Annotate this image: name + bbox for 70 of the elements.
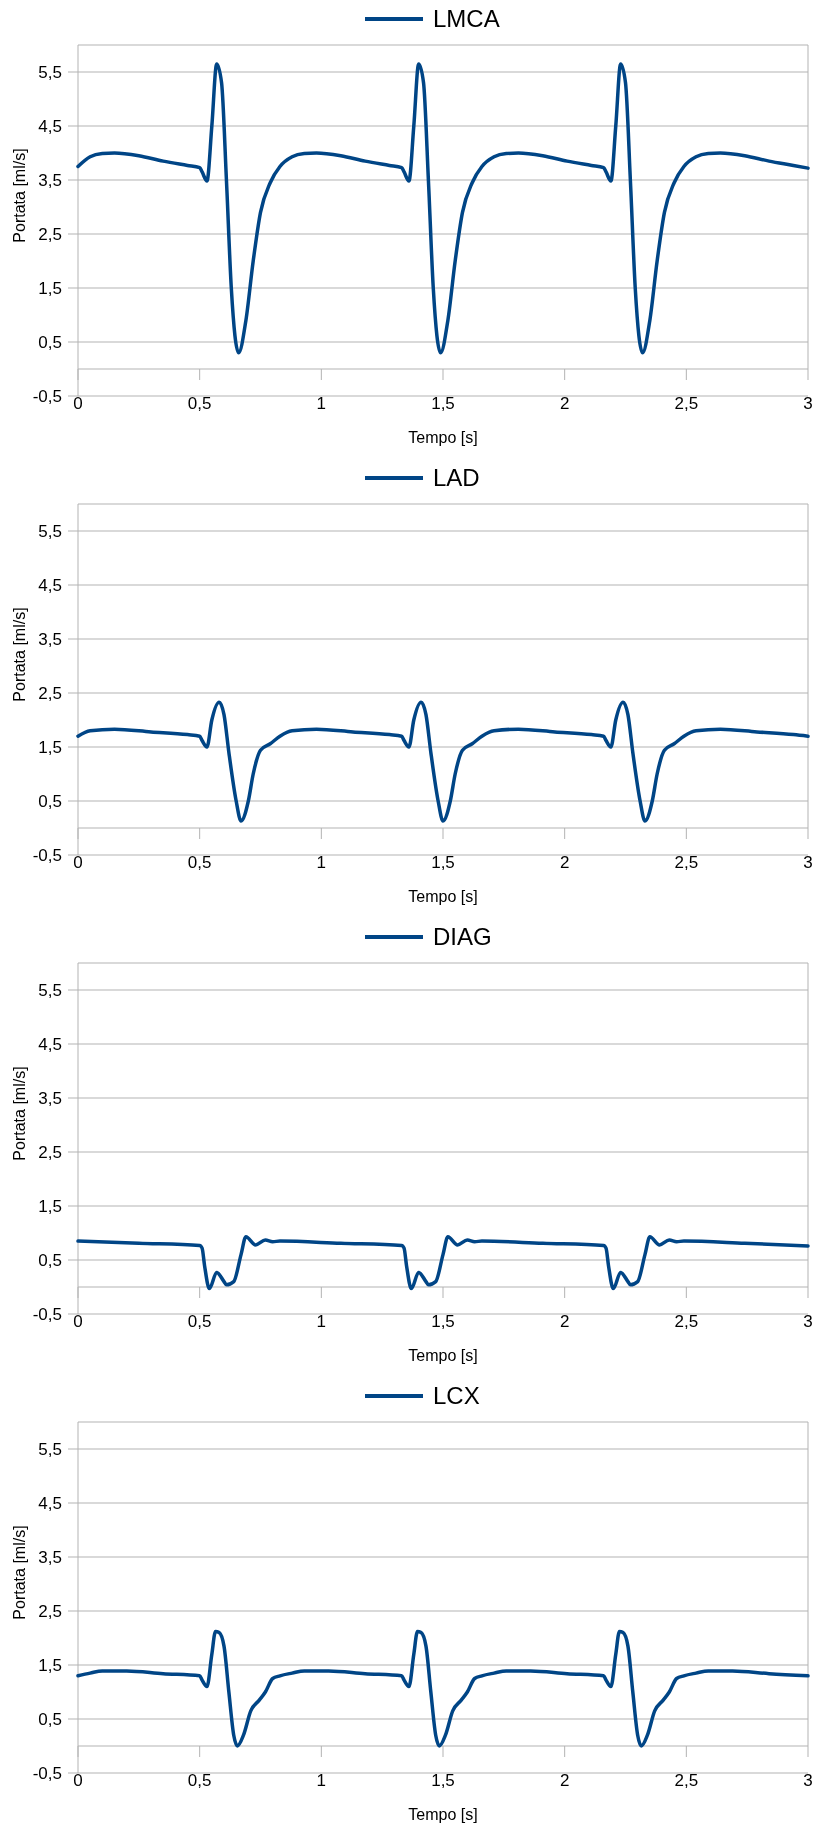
legend-label: DIAG [433, 923, 492, 950]
y-tick-label: 3,5 [38, 630, 62, 649]
y-tick-label: 3,5 [38, 171, 62, 190]
y-tick-label: 3,5 [38, 1548, 62, 1567]
x-tick-label: 1 [316, 853, 327, 872]
x-tick-label: 0,5 [187, 1312, 212, 1331]
legend-label: LAD [433, 464, 480, 491]
line-series [76, 62, 810, 355]
y-tick-label: -0,5 [32, 846, 62, 865]
x-tick-label: 2 [559, 1771, 570, 1790]
y-tick-label: -0,5 [32, 1305, 62, 1324]
y-tick-label: 2,5 [38, 225, 62, 244]
x-tick-label: 2,5 [674, 1312, 699, 1331]
x-tick-label: 0 [73, 1312, 83, 1331]
x-tick-label: 3 [803, 1771, 813, 1790]
x-tick-label: 0,5 [187, 853, 212, 872]
y-axis-title: Portata [ml/s] [11, 1525, 28, 1620]
y-tick-label: 5,5 [38, 1440, 62, 1459]
line-series [76, 700, 810, 823]
y-axis-title: Portata [ml/s] [11, 607, 28, 702]
x-axis-title: Tempo [s] [408, 429, 478, 446]
y-tick-label: -0,5 [32, 387, 62, 406]
x-tick-label: 3 [803, 853, 813, 872]
y-tick-label: 0,5 [38, 1251, 62, 1270]
x-tick-label: 1 [316, 1312, 327, 1331]
y-tick-label: 2,5 [38, 1602, 62, 1621]
x-tick-label: 0 [73, 853, 83, 872]
x-tick-label: 0,5 [187, 394, 212, 413]
x-axis-title: Tempo [s] [408, 1347, 478, 1364]
x-axis-title: Tempo [s] [408, 1806, 478, 1823]
y-tick-label: 1,5 [38, 279, 62, 298]
y-tick-label: 1,5 [38, 1656, 62, 1675]
x-tick-label: 1,5 [431, 1771, 455, 1790]
y-tick-label: 5,5 [38, 981, 62, 1000]
y-tick-label: 5,5 [38, 522, 62, 541]
x-tick-label: 2 [559, 853, 570, 872]
x-tick-label: 0 [73, 1771, 83, 1790]
x-axis-title: Tempo [s] [408, 888, 478, 905]
x-tick-label: 1 [316, 1771, 327, 1790]
x-tick-label: 2 [559, 394, 570, 413]
y-tick-label: 0,5 [38, 792, 62, 811]
x-tick-label: 2,5 [674, 1771, 699, 1790]
y-tick-label: 3,5 [38, 1089, 62, 1108]
x-tick-label: 0 [73, 394, 83, 413]
y-tick-label: -0,5 [32, 1764, 62, 1783]
x-tick-label: 2 [559, 1312, 570, 1331]
y-tick-label: 1,5 [38, 1197, 62, 1216]
x-tick-label: 1,5 [431, 1312, 455, 1331]
x-tick-label: 1,5 [431, 853, 455, 872]
y-tick-label: 4,5 [38, 1035, 62, 1054]
legend-label: LCX [433, 1382, 480, 1409]
x-tick-label: 1 [316, 394, 327, 413]
y-axis-title: Portata [ml/s] [11, 1066, 28, 1161]
y-axis-title: Portata [ml/s] [11, 148, 28, 243]
y-tick-label: 2,5 [38, 1143, 62, 1162]
x-tick-label: 2,5 [674, 394, 699, 413]
y-tick-label: 1,5 [38, 738, 62, 757]
y-tick-label: 2,5 [38, 684, 62, 703]
x-tick-label: 2,5 [674, 853, 699, 872]
y-tick-label: 4,5 [38, 1494, 62, 1513]
x-tick-label: 0,5 [187, 1771, 212, 1790]
y-tick-label: 0,5 [38, 1710, 62, 1729]
y-tick-label: 0,5 [38, 333, 62, 352]
y-tick-label: 5,5 [38, 63, 62, 82]
x-tick-label: 1,5 [431, 394, 455, 413]
x-tick-label: 3 [803, 394, 813, 413]
x-tick-label: 3 [803, 1312, 813, 1331]
y-tick-label: 4,5 [38, 117, 62, 136]
y-tick-label: 4,5 [38, 576, 62, 595]
legend-label: LMCA [433, 5, 500, 32]
